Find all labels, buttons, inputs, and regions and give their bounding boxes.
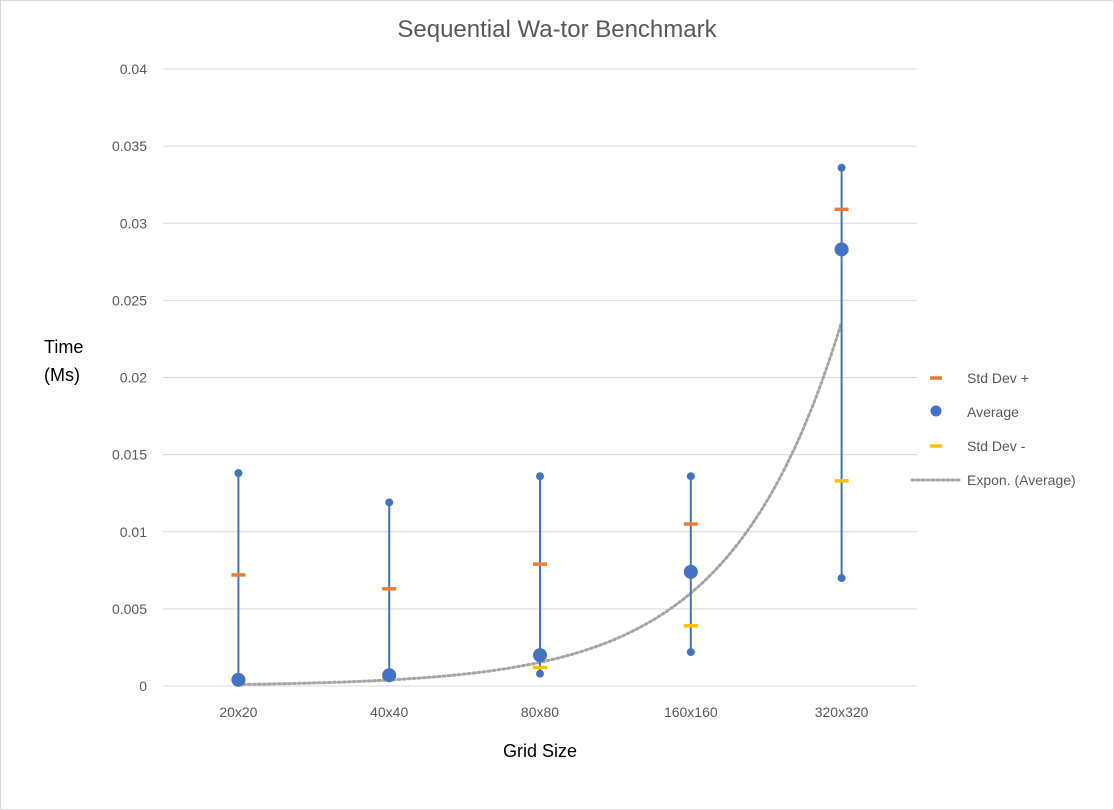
- range-bars: [234, 163, 846, 686]
- x-tick-label: 160x160: [664, 704, 718, 720]
- x-tick-label: 320x320: [815, 704, 869, 720]
- range-min-point: [837, 574, 846, 583]
- y-tick-label: 0.005: [112, 601, 147, 617]
- y-tick-label: 0.02: [120, 370, 147, 386]
- legend-label: Std Dev +: [967, 370, 1029, 386]
- y-tick-label: 0.025: [112, 292, 147, 308]
- x-tick-label: 20x20: [219, 704, 257, 720]
- legend-label: Std Dev -: [967, 438, 1026, 454]
- average-point: [834, 242, 849, 257]
- y-tick-label: 0: [139, 678, 147, 694]
- x-tick-label: 40x40: [370, 704, 408, 720]
- average-point: [533, 648, 547, 663]
- range-max-point: [536, 472, 544, 481]
- y-axis-label: Time (Ms): [44, 337, 84, 385]
- legend-circle-marker: [930, 405, 942, 417]
- x-tick-labels: 20x20 40x40 80x80 160x160 320x320: [219, 704, 868, 720]
- y-tick-label: 0.04: [120, 61, 147, 77]
- range-max-point: [837, 163, 846, 172]
- range-min-point: [686, 648, 695, 657]
- average-point: [231, 672, 246, 687]
- legend-label: Expon. (Average): [967, 472, 1076, 488]
- y-tick-label: 0.035: [112, 138, 147, 154]
- y-tick-label: 0.01: [120, 524, 147, 540]
- legend: Std Dev + Average Std Dev - Expon. (Average…: [910, 370, 1076, 488]
- x-axis-label: Grid Size: [502, 741, 578, 761]
- x-tick-label: 80x80: [521, 704, 559, 720]
- y-tick-labels: 0 0.005 0.01 0.015 0.02 0.025 0.03 0.035 0.04: [112, 61, 147, 694]
- average-point: [683, 564, 698, 579]
- average-point: [382, 668, 397, 683]
- range-min-point: [536, 669, 544, 678]
- y-tick-label: 0.03: [120, 215, 147, 231]
- chart-title: Sequential Wa-tor Benchmark: [397, 16, 717, 43]
- data-markers: [231, 207, 849, 687]
- y-tick-label: 0.015: [112, 447, 147, 463]
- range-max-point: [686, 472, 695, 481]
- range-max-point: [385, 498, 394, 507]
- legend-label: Average: [967, 404, 1019, 420]
- range-max-point: [234, 469, 243, 478]
